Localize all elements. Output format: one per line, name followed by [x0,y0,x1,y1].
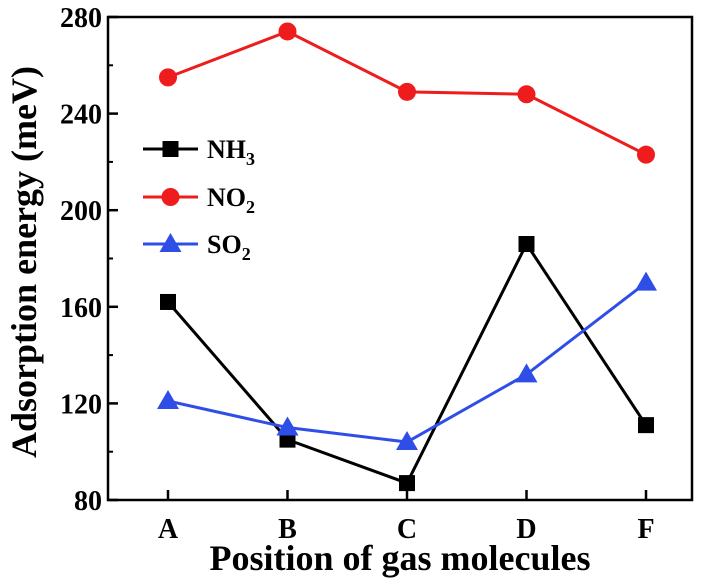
data-point [515,363,538,383]
data-point [278,22,297,41]
data-point [157,389,179,409]
legend-item: NH3 [143,135,255,169]
y-tick-label: 160 [60,293,102,324]
legend-marker [159,233,182,252]
x-tick-label: B [278,514,297,545]
series-nh3 [160,236,654,492]
legend-marker [162,141,179,157]
ticks-layer: 80 120 160 200 240 280 A B C D F [60,3,655,545]
series-so2 [157,271,657,451]
series-layer [157,22,657,492]
data-point [399,475,415,492]
x-tick-label: D [516,514,536,545]
data-point [638,417,654,434]
data-point [159,68,177,87]
y-tick-label: 280 [60,3,102,34]
y-tick-label: 240 [60,100,102,131]
x-axis-title: Position of gas molecules [210,538,591,578]
legend-marker [161,188,180,206]
data-point [396,431,418,451]
x-tick-label: C [397,514,417,545]
legend: NH3 NO2 SO2 [143,135,255,264]
data-point [398,82,416,101]
legend-label: SO2 [207,230,251,264]
legend-item: SO2 [143,230,251,264]
data-point [517,85,536,104]
x-tick-label: A [158,514,179,545]
data-point [279,431,296,448]
legend-item: NO2 [143,183,255,217]
y-tick-label: 120 [60,389,102,420]
data-point [518,236,535,253]
data-point [276,416,299,436]
series-no2 [159,22,655,164]
data-point [635,271,657,291]
y-tick-label: 200 [60,196,102,227]
y-axis-title: Adsorption energy (meV) [4,66,44,458]
data-point [160,293,176,310]
legend-label: NO2 [207,183,255,217]
x-tick-label: F [637,514,654,545]
y-tick-label: 80 [74,486,102,517]
data-point [637,145,655,164]
legend-label: NH3 [207,135,255,169]
series-line [167,281,647,444]
